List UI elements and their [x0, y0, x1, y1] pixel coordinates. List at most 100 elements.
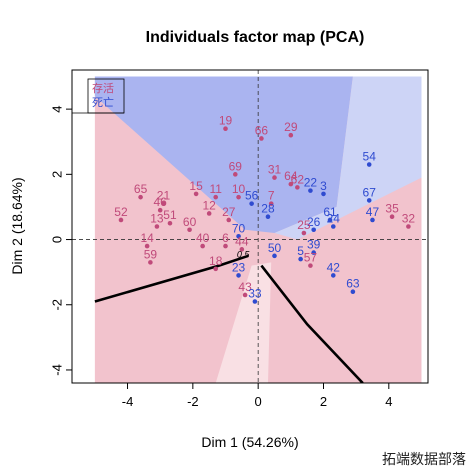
annotation-0-5: 0.5 [237, 249, 251, 259]
point-12 [206, 211, 212, 216]
point-label-14: 14 [140, 231, 154, 245]
point-44 [239, 247, 245, 252]
x-tick-label-2: 2 [320, 394, 327, 409]
point-label-57: 57 [304, 251, 318, 265]
point-13 [154, 224, 160, 229]
watermark: 拓端数据部落 [382, 449, 466, 469]
point-label-61: 61 [323, 205, 337, 219]
point-label-22: 22 [304, 176, 318, 190]
point-62 [295, 185, 300, 190]
boundary-line-1 [260, 264, 364, 383]
point-label-13: 13 [150, 212, 164, 226]
point-18 [213, 266, 219, 272]
point-label-54: 54 [363, 150, 377, 164]
y-axis-label: Dim 2 (18.64%) [9, 177, 25, 274]
point-label-62: 62 [291, 172, 305, 186]
point-22 [308, 188, 313, 193]
y-tick-label-0: 0 [49, 236, 64, 243]
plot-frame [71, 69, 429, 384]
legend-entry-1: 死亡 [92, 95, 114, 109]
y-tick-label-2: 2 [49, 171, 64, 178]
point-label-21: 21 [157, 189, 171, 203]
point-23 [236, 273, 241, 278]
point-46 [157, 207, 163, 213]
point-33 [252, 299, 258, 304]
point-29 [288, 132, 294, 138]
point-label-40: 40 [196, 231, 210, 245]
boundary-line-0 [94, 254, 249, 303]
point-label-59: 59 [144, 247, 158, 261]
point-label-24: 24 [327, 212, 341, 226]
point-70 [236, 233, 241, 239]
x-axis: -4 -2 0 2 4 [122, 383, 392, 409]
point-label-47: 47 [366, 205, 380, 219]
point-label-7: 7 [268, 189, 275, 203]
point-66 [259, 136, 264, 141]
point-label-43: 43 [238, 280, 252, 294]
point-28 [265, 214, 271, 220]
point-47 [370, 217, 375, 223]
y-tick-label--4: -4 [49, 364, 64, 376]
point-14 [144, 243, 150, 249]
point-label-19: 19 [219, 114, 233, 128]
point-64 [288, 181, 294, 187]
point-32 [406, 224, 411, 229]
point-24 [330, 224, 336, 229]
point-15 [193, 191, 199, 197]
y-axis: -4 -2 0 2 4 [49, 106, 72, 376]
point-59 [148, 260, 153, 265]
point-56 [249, 201, 254, 206]
point-25 [301, 230, 307, 236]
point-label-39: 39 [307, 238, 321, 252]
point-61 [327, 217, 333, 223]
point-39 [311, 250, 316, 255]
point-label-44: 44 [235, 234, 249, 248]
point-label-64: 64 [284, 169, 298, 183]
point-21 [161, 201, 166, 206]
point-42 [330, 273, 336, 278]
x-axis-label: Dim 1 (54.26%) [201, 434, 298, 450]
point-label-65: 65 [134, 182, 148, 196]
point-label-33: 33 [248, 286, 262, 300]
point-label-56: 56 [245, 189, 259, 203]
point-label-46: 46 [154, 195, 168, 209]
point-11 [213, 194, 219, 200]
x-tick-label-0: 0 [255, 394, 262, 409]
legend: 存活 死亡 [72, 78, 125, 114]
region-right [274, 76, 422, 240]
point-label-15: 15 [189, 179, 203, 193]
legend-entry-0: 存活 [92, 81, 114, 95]
point-label-52: 52 [114, 205, 128, 219]
point-label-60: 60 [183, 215, 197, 229]
point-54 [366, 162, 372, 167]
point-26 [311, 227, 316, 233]
point-label-35: 35 [385, 202, 399, 216]
x-tick-label--2: -2 [187, 394, 199, 409]
point-label-12: 12 [202, 198, 216, 212]
decision-boundaries [94, 254, 364, 383]
point-57 [308, 263, 313, 268]
point-label-3: 3 [320, 179, 327, 193]
point-31 [272, 175, 277, 180]
point-10 [236, 194, 241, 200]
point-label-26: 26 [307, 215, 321, 229]
point-label-66: 66 [255, 123, 269, 137]
point-label-50: 50 [268, 241, 282, 255]
point-label-63: 63 [346, 277, 360, 291]
point-label-27: 27 [222, 205, 236, 219]
point-3 [321, 191, 326, 197]
point-67 [366, 198, 372, 203]
point-label-25: 25 [297, 218, 311, 232]
point-label-11: 11 [209, 182, 222, 196]
point-label-23: 23 [232, 260, 246, 274]
point-63 [350, 289, 356, 295]
point-7 [268, 201, 274, 206]
point-65 [138, 194, 143, 200]
point-19 [223, 126, 228, 131]
point-label-18: 18 [209, 254, 223, 268]
y-tick-label-4: 4 [49, 106, 64, 113]
point-label-29: 29 [284, 120, 298, 134]
